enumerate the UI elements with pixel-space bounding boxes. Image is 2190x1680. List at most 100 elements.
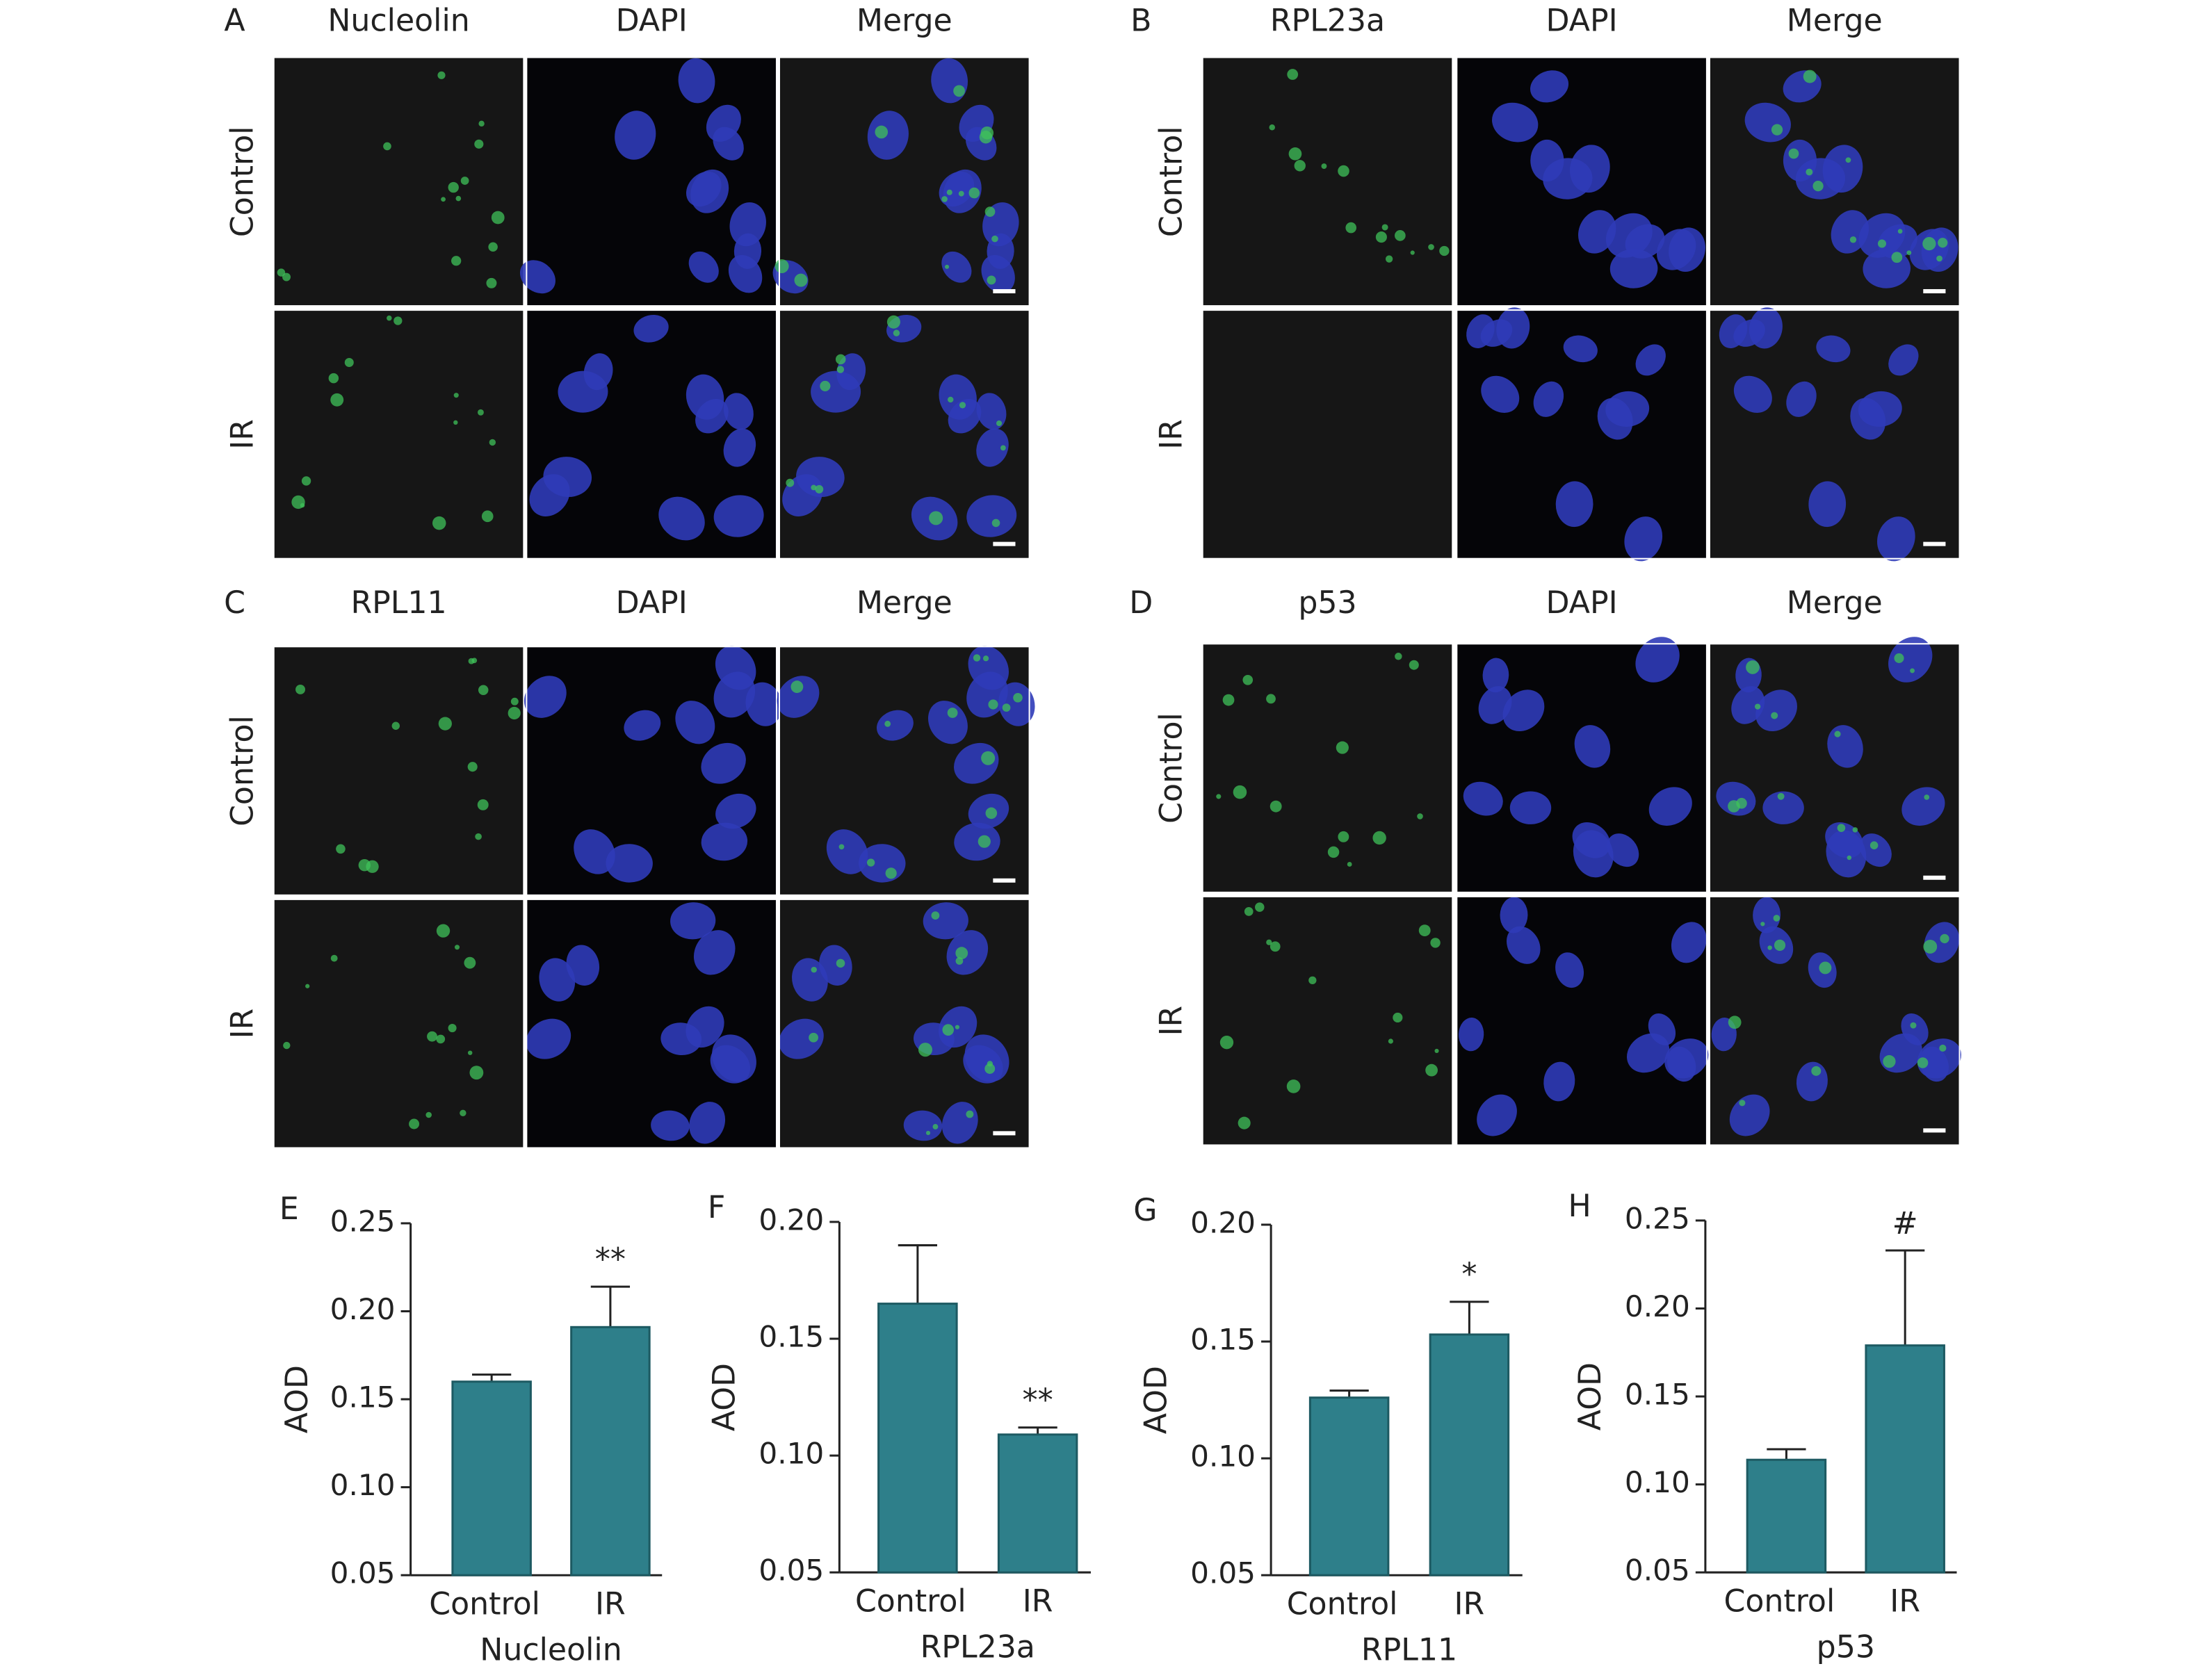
nucleus <box>526 1018 571 1059</box>
green-signal <box>953 85 965 97</box>
nucleus <box>651 1110 690 1141</box>
nucleus <box>1716 781 1756 816</box>
green-signal <box>437 71 446 79</box>
green-signal <box>966 1110 974 1118</box>
nucleus <box>670 902 716 940</box>
green-signal <box>941 196 948 202</box>
green-signal <box>441 197 446 202</box>
y-axis-label: AOD <box>1573 1362 1608 1430</box>
green-signal <box>383 142 391 151</box>
micrograph-border <box>778 646 1030 896</box>
scale-bar <box>1923 541 1946 546</box>
green-signal <box>330 393 344 407</box>
micrograph-bg <box>526 899 777 1148</box>
nucleus <box>1463 781 1503 816</box>
green-signal <box>478 685 489 695</box>
nucleus <box>1733 319 1765 347</box>
nucleus <box>1635 344 1666 376</box>
green-signal <box>1728 1016 1742 1029</box>
green-signal <box>1746 660 1760 674</box>
green-signal <box>981 751 996 765</box>
green-signal <box>1434 1048 1439 1053</box>
nucleus <box>606 844 653 883</box>
y-tick-label: 0.15 <box>1625 1378 1690 1412</box>
nucleus <box>903 1110 943 1141</box>
green-signal <box>427 1031 437 1042</box>
column-header: RPL11 <box>350 585 446 621</box>
nucleus <box>558 370 608 413</box>
nucleus <box>574 829 615 874</box>
green-signal <box>1806 168 1813 176</box>
green-signal <box>836 959 845 968</box>
green-signal <box>344 357 354 368</box>
row-label: IR <box>225 1009 261 1039</box>
micrograph <box>273 898 525 1149</box>
nucleus <box>519 260 555 294</box>
green-signal <box>1940 933 1949 944</box>
green-signal <box>366 860 379 873</box>
nucleus <box>1482 658 1509 693</box>
nucleus <box>976 428 1009 467</box>
micrograph-border <box>1201 309 1454 560</box>
bar <box>877 1303 958 1574</box>
micrograph <box>1456 56 1708 307</box>
scale-bar <box>993 878 1016 883</box>
nucleus <box>1574 725 1611 768</box>
nucleus <box>826 829 868 874</box>
green-signal <box>1418 924 1431 937</box>
x-tick-label: Control <box>1724 1583 1835 1619</box>
green-signal <box>929 511 943 525</box>
column-header: Merge <box>857 3 952 38</box>
nucleus <box>796 457 845 497</box>
x-tick-label: Control <box>429 1586 540 1622</box>
green-signal <box>947 708 958 718</box>
green-signal <box>475 833 482 840</box>
micrograph-border <box>273 646 525 896</box>
nucleus <box>1477 1094 1517 1136</box>
scale-bar <box>1923 1128 1946 1133</box>
micrograph-border <box>273 309 525 560</box>
green-signal <box>1939 1044 1947 1052</box>
nucleus <box>1755 690 1797 732</box>
micrograph-border <box>1456 56 1708 307</box>
nucleus <box>658 496 705 541</box>
green-signal <box>786 478 795 487</box>
green-signal <box>1845 157 1851 163</box>
significance-label: ** <box>595 1242 626 1278</box>
micrograph <box>1201 56 1454 307</box>
green-signal <box>448 1023 457 1033</box>
nucleus <box>1877 516 1915 562</box>
micrograph-bg <box>1202 644 1453 892</box>
significance-label: ** <box>1023 1383 1053 1419</box>
bar <box>1429 1333 1510 1576</box>
green-signal <box>477 409 484 416</box>
column-header: RPL23a <box>1270 3 1385 38</box>
nucleus <box>1543 1061 1575 1102</box>
green-signal <box>1883 1054 1896 1068</box>
green-signal <box>1852 827 1858 833</box>
column-header: Merge <box>1787 585 1883 621</box>
green-signal <box>978 835 991 848</box>
green-signal <box>1336 741 1349 754</box>
nucleus <box>715 793 756 829</box>
micrograph <box>1201 643 1454 893</box>
green-signal <box>471 658 478 664</box>
y-tick-label: 0.25 <box>330 1204 396 1238</box>
green-signal <box>1428 244 1434 250</box>
nucleus <box>1597 398 1633 440</box>
y-tick-label: 0.20 <box>330 1292 396 1326</box>
green-signal <box>488 242 498 252</box>
green-signal <box>1381 224 1388 231</box>
green-signal <box>932 1124 939 1129</box>
nucleus <box>1850 398 1886 440</box>
green-signal <box>486 277 497 288</box>
green-signal <box>510 697 519 706</box>
green-signal <box>1771 124 1783 136</box>
green-signal <box>991 519 1000 528</box>
row-label: IR <box>1154 1006 1190 1036</box>
micrograph <box>1456 637 1708 893</box>
panel-letter: D <box>1129 585 1153 621</box>
green-signal <box>996 420 1003 427</box>
green-signal <box>1294 160 1306 172</box>
green-signal <box>1754 703 1761 710</box>
